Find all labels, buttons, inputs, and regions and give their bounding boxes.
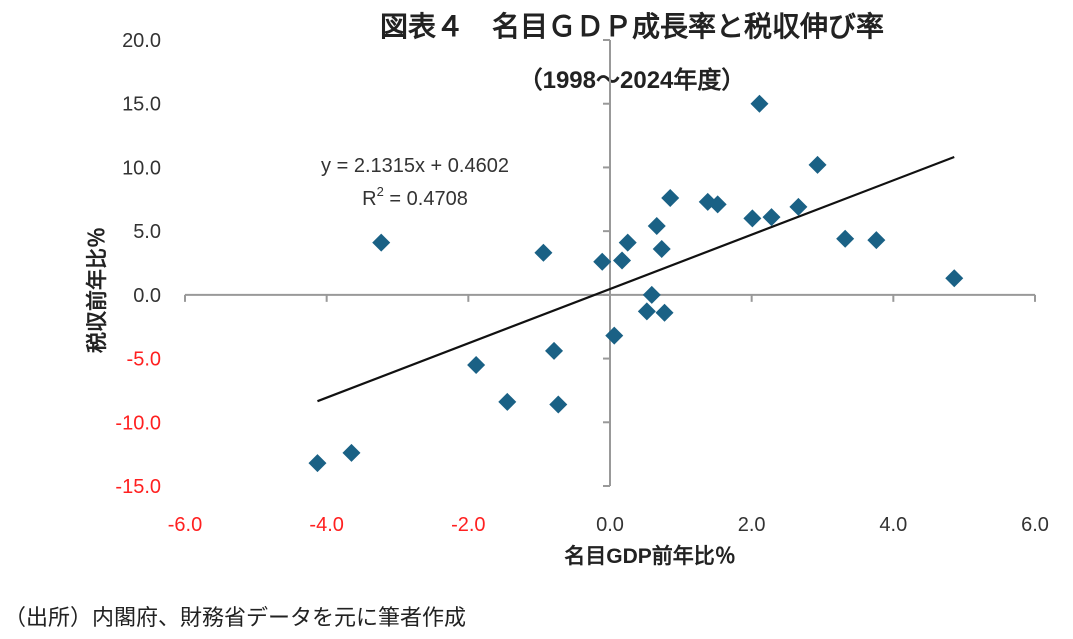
y-tick-label: 10.0	[122, 157, 161, 179]
data-point	[308, 454, 327, 473]
x-tick-label: -4.0	[309, 514, 343, 536]
data-point	[762, 208, 781, 227]
axes	[184, 39, 1036, 487]
y-tick-label: 15.0	[122, 94, 161, 116]
y-tick-label: -10.0	[115, 412, 161, 434]
data-point	[593, 252, 612, 271]
data-point	[945, 269, 964, 288]
tick-labels: -6.0 -4.0 -2.0 0.0 2.0 4.0 6.0 20.0 15.0 10.0 5.0 0…	[115, 30, 1049, 536]
trendline	[317, 155, 955, 403]
data-point	[708, 195, 727, 214]
source-note: （出所）内閣府、財務省データを元に筆者作成	[4, 605, 467, 630]
data-point	[372, 233, 391, 252]
data-point	[605, 326, 624, 345]
data-point	[789, 197, 808, 216]
data-point	[661, 189, 680, 208]
y-tick-label: -15.0	[115, 476, 161, 498]
data-point	[618, 233, 637, 252]
r-squared-label: R2 = 0.4708	[362, 184, 468, 210]
data-point	[652, 239, 671, 258]
y-tick-label: 0.0	[133, 285, 161, 307]
data-point	[467, 355, 486, 374]
data-point	[642, 285, 661, 304]
data-point	[655, 303, 674, 322]
y-axis-label: 税収前年比％	[85, 227, 109, 353]
data-point	[613, 251, 632, 270]
data-point	[549, 395, 568, 414]
x-tick-label: 2.0	[738, 514, 766, 536]
x-tick-label: -6.0	[168, 514, 202, 536]
data-point	[534, 243, 553, 262]
y-tick-label: 5.0	[133, 221, 161, 243]
data-point	[647, 217, 666, 236]
data-point	[545, 341, 564, 360]
y-tick-label: -5.0	[127, 349, 161, 371]
data-point	[498, 392, 517, 411]
data-points	[308, 94, 964, 473]
x-tick-label: 6.0	[1021, 514, 1049, 536]
x-axis-label: 名目GDP前年比％	[564, 544, 736, 568]
data-point	[637, 302, 656, 321]
data-point	[750, 94, 769, 113]
data-point	[836, 229, 855, 248]
y-tick-label: 20.0	[122, 30, 161, 52]
trendline-group	[317, 155, 955, 403]
chart-subtitle: （1998～2024年度）	[519, 66, 746, 94]
chart-title: 図表４ 名目ＧＤＰ成長率と税収伸び率	[380, 10, 884, 42]
data-point	[342, 443, 361, 462]
x-tick-label: 4.0	[879, 514, 907, 536]
data-point	[808, 155, 827, 174]
trendline-equation: y = 2.1315x + 0.4602	[321, 155, 509, 177]
data-point	[867, 231, 886, 250]
x-tick-label: -2.0	[451, 514, 485, 536]
x-tick-label: 0.0	[596, 514, 624, 536]
data-point	[743, 209, 762, 228]
